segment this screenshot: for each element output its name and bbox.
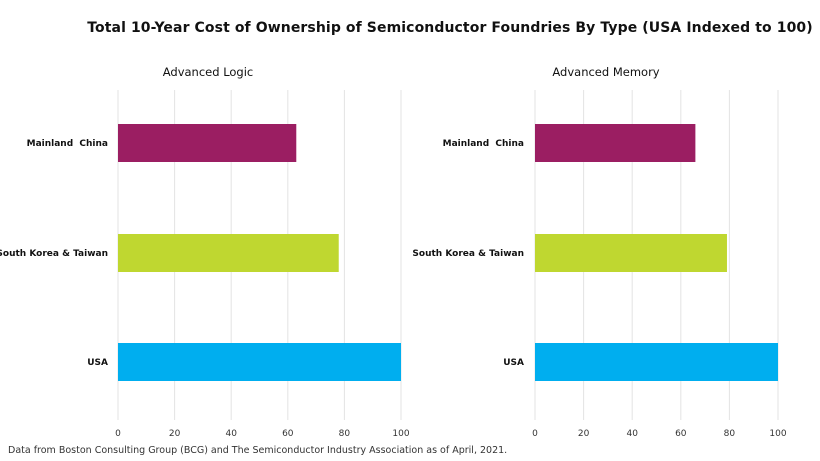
- logic-bar-south-korea-taiwan: [118, 234, 339, 272]
- memory-x-tick-label: 100: [769, 429, 786, 439]
- logic-category-label: Mainland China: [27, 139, 108, 149]
- memory-category-label: South Korea & Taiwan: [412, 249, 524, 259]
- logic-x-tick-label: 40: [225, 429, 237, 439]
- logic-subtitle: Advanced Logic: [163, 65, 254, 79]
- chart-title: Total 10-Year Cost of Ownership of Semic…: [87, 20, 813, 36]
- logic-bar-mainland-china: [118, 124, 297, 162]
- source-footnote: Data from Boston Consulting Group (BCG) …: [8, 445, 508, 456]
- logic-category-label: USA: [87, 358, 108, 368]
- memory-category-label: USA: [503, 358, 524, 368]
- memory-subtitle: Advanced Memory: [552, 65, 659, 79]
- logic-x-tick-label: 0: [115, 429, 121, 439]
- memory-category-label: Mainland China: [443, 139, 524, 149]
- memory-bar-mainland-china: [535, 124, 696, 162]
- memory-bar-south-korea-taiwan: [535, 234, 727, 272]
- memory-x-tick-label: 0: [532, 429, 538, 439]
- logic-x-tick-label: 60: [282, 429, 294, 439]
- memory-x-tick-label: 40: [626, 429, 638, 439]
- logic-category-label: South Korea & Taiwan: [0, 249, 108, 259]
- memory-x-tick-label: 60: [675, 429, 687, 439]
- logic-x-tick-label: 20: [169, 429, 181, 439]
- memory-x-tick-label: 80: [724, 429, 736, 439]
- logic-x-tick-label: 80: [339, 429, 351, 439]
- logic-x-tick-label: 100: [392, 429, 409, 439]
- memory-x-tick-label: 20: [578, 429, 590, 439]
- logic-bar-usa: [118, 343, 401, 381]
- memory-bar-usa: [535, 343, 778, 381]
